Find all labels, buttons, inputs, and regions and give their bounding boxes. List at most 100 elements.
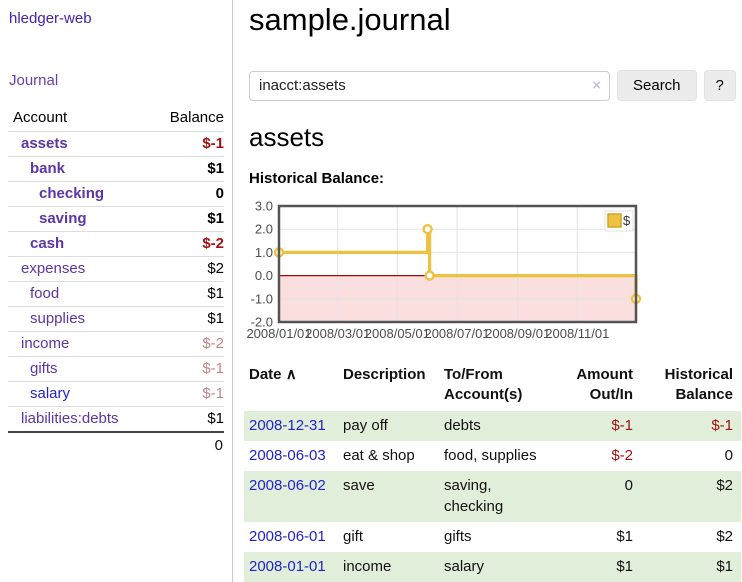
clear-search-icon[interactable]: ×	[592, 76, 601, 94]
account-balance: $1	[207, 160, 224, 177]
account-link[interactable]: checking	[39, 185, 105, 202]
svg-text:-2.0: -2.0	[251, 315, 273, 330]
register-row: 2008-01-01 income salary $1 $1	[244, 552, 741, 582]
cell-accounts: saving, checking	[444, 471, 552, 522]
account-balance: $-2	[202, 335, 224, 352]
cell-date: 2008-06-01	[244, 522, 343, 552]
account-heading: assets	[249, 122, 325, 152]
app-brand-link[interactable]: hledger-web	[9, 10, 92, 27]
header-amount: Amount Out/In	[576, 366, 633, 403]
account-link[interactable]: assets	[21, 135, 68, 152]
svg-text:2008/01/01: 2008/01/01	[246, 326, 311, 341]
account-link[interactable]: bank	[30, 160, 66, 177]
cell-balance: 0	[724, 447, 733, 464]
accounts-header-balance: Balance	[169, 109, 224, 126]
cell-balance: $-1	[641, 411, 741, 441]
cell-amount: $-1	[552, 411, 641, 441]
account-link[interactable]: supplies	[30, 310, 86, 327]
sidebar-account-row: income $-2	[8, 331, 224, 356]
transaction-date-link[interactable]: 2008-06-02	[249, 477, 326, 494]
sidebar-account-row: saving $1	[8, 206, 224, 231]
cell-date: 2008-01-01	[244, 552, 343, 582]
main-content: sample.journal × Search ? assets Histori…	[244, 0, 742, 582]
register-table: Date ∧ Description To/From Account(s) Am…	[244, 360, 741, 582]
account-balance: 0	[215, 185, 224, 202]
chart-title: Historical Balance:	[249, 170, 385, 187]
cell-balance: $2	[641, 471, 741, 522]
register-header-row: Date ∧ Description To/From Account(s) Am…	[244, 360, 741, 411]
help-button[interactable]: ?	[703, 70, 736, 101]
transaction-date-link[interactable]: 2008-01-01	[249, 558, 326, 575]
account-link[interactable]: saving	[39, 210, 87, 227]
sidebar-account-row: bank $1	[8, 156, 224, 181]
svg-text:3.0: 3.0	[255, 199, 273, 214]
header-description: Description	[343, 366, 426, 383]
account-balance: $-1	[202, 385, 224, 402]
cell-amount: 0	[552, 471, 641, 522]
search-form: × Search ?	[249, 70, 737, 101]
cell-balance: $1	[641, 552, 741, 582]
accounts-table-header: Account Balance	[8, 105, 224, 131]
svg-text:2008/09/01: 2008/09/01	[485, 326, 550, 341]
cell-date: 2008-06-03	[244, 441, 343, 471]
account-link[interactable]: income	[21, 335, 70, 352]
account-balance: $1	[207, 310, 224, 327]
sidebar-account-row: salary $-1	[8, 381, 224, 406]
register-row: 2008-06-03 eat & shop food, supplies $-2 0	[244, 441, 741, 471]
search-button[interactable]: Search	[617, 70, 697, 101]
account-balance: $-2	[202, 235, 224, 252]
account-link[interactable]: salary	[30, 385, 71, 402]
svg-text:2008/05/01: 2008/05/01	[365, 326, 430, 341]
accounts-total-row: 0	[8, 431, 224, 458]
transaction-date-link[interactable]: 2008-06-01	[249, 528, 326, 545]
header-date[interactable]: Date ∧	[249, 366, 297, 383]
accounts-total-value: 0	[214, 437, 223, 454]
svg-text:1.0: 1.0	[255, 245, 273, 260]
sidebar-account-row: expenses $2	[8, 256, 224, 281]
cell-amount: $1	[552, 552, 641, 582]
cell-description: gift	[343, 528, 364, 545]
transaction-date-link[interactable]: 2008-12-31	[249, 417, 326, 434]
cell-date: 2008-06-02	[244, 471, 343, 522]
account-balance: $-1	[202, 135, 224, 152]
cell-accounts: food, supplies	[444, 447, 537, 464]
sidebar-account-row: food $1	[8, 281, 224, 306]
sidebar-account-row: supplies $1	[8, 306, 224, 331]
sidebar-account-row: assets $-1	[8, 131, 224, 156]
cell-amount: $-2	[611, 447, 633, 464]
cell-description: eat & shop	[343, 447, 415, 464]
account-balance: $-1	[202, 360, 224, 377]
accounts-table: Account Balance assets $-1 bank $1 checking 0…	[8, 105, 224, 458]
svg-text:2008/07/01: 2008/07/01	[424, 326, 489, 341]
svg-text:0.0: 0.0	[255, 268, 273, 283]
account-balance: $2	[207, 260, 224, 277]
historical-balance-chart: $3.0 2.0 1.0 0.0 -1.0 -2.02008/01/012008/03/0…	[246, 199, 642, 341]
search-input[interactable]	[249, 70, 610, 101]
account-link[interactable]: gifts	[30, 360, 58, 377]
sidebar-account-row: cash $-2	[8, 231, 224, 256]
svg-text:2.0: 2.0	[255, 222, 273, 237]
cell-description: pay off	[343, 411, 444, 441]
cell-amount: $1	[616, 528, 633, 545]
sidebar-item-journal[interactable]: Journal	[9, 72, 59, 89]
sidebar-account-row: checking 0	[8, 181, 224, 206]
header-accounts: To/From Account(s)	[444, 366, 523, 403]
sidebar-account-row: gifts $-1	[8, 356, 224, 381]
account-link[interactable]: liabilities:debts	[21, 410, 119, 427]
register-row: 2008-12-31 pay off debts $-1 $-1	[244, 411, 741, 441]
transaction-date-link[interactable]: 2008-06-03	[249, 447, 326, 464]
account-link[interactable]: expenses	[21, 260, 86, 277]
header-balance: Historical Balance	[664, 366, 733, 403]
cell-accounts: salary	[444, 552, 552, 582]
svg-text:$: $	[623, 213, 631, 228]
sidebar: hledger-web Journal Account Balance asse…	[0, 0, 233, 582]
svg-text:-1.0: -1.0	[251, 291, 273, 306]
sort-asc-icon: ∧	[285, 366, 297, 383]
accounts-header-account: Account	[13, 109, 68, 126]
cell-description: save	[343, 471, 444, 522]
account-link[interactable]: cash	[30, 235, 65, 252]
svg-text:2008/11/01: 2008/11/01	[545, 326, 609, 341]
cell-accounts: debts	[444, 411, 552, 441]
account-link[interactable]: food	[30, 285, 60, 302]
page-title: sample.journal	[249, 2, 451, 37]
